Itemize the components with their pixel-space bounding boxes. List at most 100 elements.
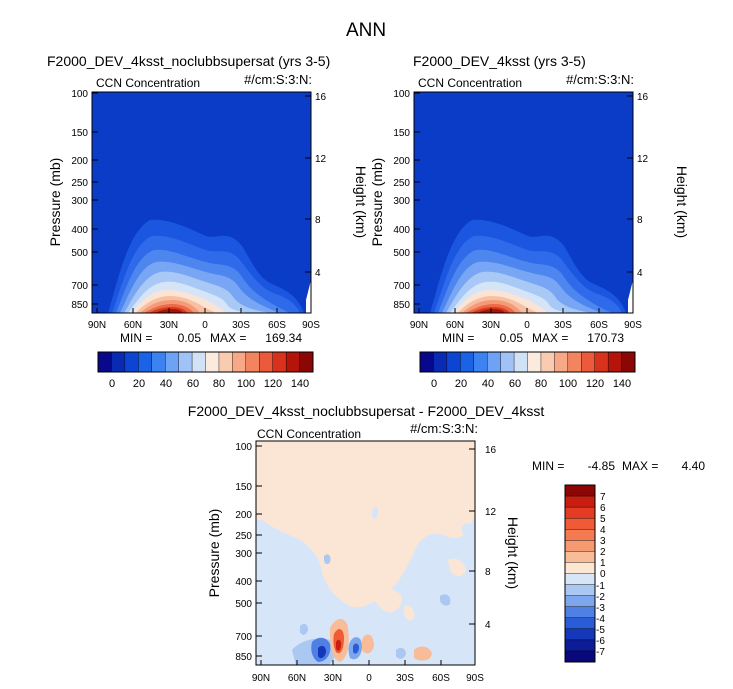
colorbar-tick-label: 20: [455, 378, 467, 390]
x-tick: 60S: [432, 660, 450, 684]
y-axis-right-label: Height (km): [353, 166, 369, 238]
colorbar-tick-label: 60: [187, 378, 199, 390]
x-tick-label: 30N: [324, 673, 342, 684]
max-label: MAX =: [210, 331, 246, 345]
y-tick-label: 850: [235, 652, 252, 663]
panel-diff: F2000_DEV_4ksst_noclubbsupersat - F2000_…: [188, 403, 706, 684]
colorbar-swatch: [564, 529, 596, 541]
x-tick-label: 90N: [88, 320, 106, 331]
height-tick: 8: [305, 215, 321, 226]
negative-region: [256, 516, 475, 665]
height-tick-label: 12: [637, 154, 649, 165]
x-tick-label: 30N: [160, 320, 178, 331]
colorbar-swatch: [564, 484, 596, 497]
x-tick-label: 60N: [124, 320, 142, 331]
colorbar-swatch: [205, 351, 220, 373]
colorbar-tick-label: 120: [586, 378, 604, 390]
y-tick-label: 150: [235, 482, 252, 493]
colorbar-swatch: [540, 351, 555, 373]
colorbar-swatch: [567, 351, 582, 373]
colorbar-swatch: [164, 351, 180, 373]
y-tick: 300: [393, 196, 420, 207]
colorbar-tick-label: 40: [482, 378, 494, 390]
x-tick-label: 60N: [288, 673, 306, 684]
height-tick: 12: [305, 154, 327, 165]
y-tick: 150: [393, 128, 420, 139]
colorbar-swatch: [500, 351, 515, 373]
negative-region: [462, 523, 475, 545]
x-tick-label: 90N: [410, 320, 428, 331]
height-tick-label: 16: [315, 92, 327, 103]
colorbar-ticks: 0 20 40 60 80 100 120 140: [109, 378, 309, 390]
y-tick: 850: [393, 300, 420, 311]
x-tick-label: 90S: [466, 673, 484, 684]
colorbar-tick-label: 140: [613, 378, 631, 390]
y-tick: 250: [235, 531, 262, 542]
height-tick: 4: [627, 268, 643, 279]
x-tick: 0: [202, 308, 208, 331]
panel-left-field: [92, 92, 311, 313]
panel-right-units: #/cm:S:3:N:: [566, 72, 634, 87]
panel-left: F2000_DEV_4ksst_noclubbsupersat (yrs 3-5…: [47, 53, 369, 390]
y-tick: 400: [393, 225, 420, 236]
height-tick: 8: [469, 567, 491, 578]
max-label: MAX =: [532, 331, 568, 345]
y-tick-label: 700: [235, 632, 252, 643]
positive-region: [372, 587, 402, 613]
colorbar-tick-label: 60: [509, 378, 521, 390]
colorbar-tick-label: 120: [264, 378, 282, 390]
height-tick: 16: [627, 92, 649, 103]
y-tick: 400: [71, 225, 98, 236]
positive-region: [404, 605, 415, 621]
x-tick: 60N: [446, 308, 464, 331]
colorbar-swatch: [218, 351, 233, 373]
height-tick-label: 8: [315, 215, 321, 226]
x-tick: 30N: [324, 660, 342, 684]
y-tick: 200: [393, 156, 420, 167]
x-tick: 30S: [396, 660, 414, 684]
y-tick: 500: [71, 248, 98, 259]
y-tick: 850: [71, 300, 98, 311]
y-axis-right: 16 12 8 4: [469, 445, 497, 631]
height-tick-label: 4: [315, 268, 321, 279]
x-tick: 90N: [410, 308, 428, 331]
height-tick: 4: [305, 268, 321, 279]
colorbar-swatch: [581, 351, 596, 373]
positive-region: [448, 558, 466, 576]
x-tick: 0: [366, 660, 372, 684]
y-tick: 200: [235, 510, 262, 521]
panel-diff-units: #/cm:S:3:N:: [410, 421, 478, 436]
colorbar-tick-label: 3: [600, 536, 606, 547]
y-tick: 850: [235, 652, 262, 663]
positive-region: [336, 639, 342, 651]
min-label: MIN =: [120, 331, 152, 345]
y-tick-label: 100: [393, 89, 410, 100]
colorbar-swatch: [486, 351, 502, 373]
colorbar-swatch: [564, 628, 596, 641]
y-axis-label: Pressure (mb): [47, 158, 63, 247]
negative-region: [324, 554, 331, 565]
colorbar-swatch: [138, 351, 153, 373]
colorbar-swatch: [564, 573, 596, 586]
y-tick: 150: [235, 482, 262, 493]
y-tick-label: 850: [393, 300, 410, 311]
y-tick-label: 200: [235, 510, 252, 521]
negative-region: [353, 643, 359, 654]
panel-left-variable: CCN Concentration: [96, 76, 200, 90]
colorbar-swatch: [564, 617, 596, 630]
colorbar-swatch: [594, 351, 609, 373]
x-axis: 90N 60N 30N 0 30S 60S 90S: [252, 660, 484, 684]
colorbar-tick-label: 100: [237, 378, 255, 390]
positive-region: [362, 634, 374, 654]
colorbar-tick-label: 140: [291, 378, 309, 390]
colorbar-swatch: [232, 351, 247, 373]
x-tick-label: 90S: [624, 320, 642, 331]
y-tick: 100: [71, 89, 98, 100]
panel-left-units: #/cm:S:3:N:: [244, 72, 312, 87]
y-tick-label: 150: [71, 128, 88, 139]
colorbar-swatch: [245, 351, 260, 373]
max-value: 169.34: [265, 331, 302, 345]
colorbar-swatch: [124, 351, 139, 373]
colorbar-swatch: [527, 351, 542, 373]
height-tick-label: 12: [485, 507, 497, 518]
